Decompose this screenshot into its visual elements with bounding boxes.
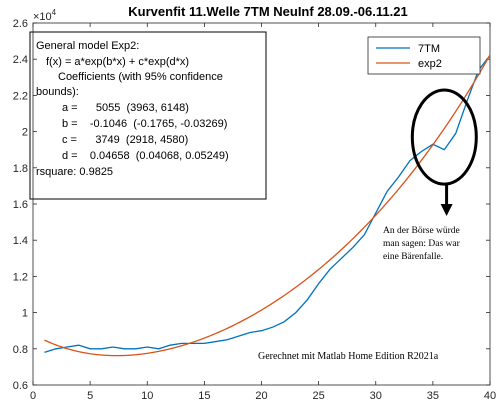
y-tick-label: 1.6 bbox=[13, 199, 28, 211]
fit-line-9: rsquare: 0.9825 bbox=[36, 166, 113, 178]
arrow-head bbox=[440, 204, 453, 217]
y-exponent-power: 4 bbox=[52, 8, 57, 17]
x-tick-label: 25 bbox=[313, 390, 325, 402]
y-tick-label: 1 bbox=[22, 308, 28, 320]
note-line-2: man sagen: Das war bbox=[383, 239, 461, 249]
x-tick-label: 10 bbox=[141, 390, 153, 402]
legend: 7TM exp2 bbox=[367, 36, 481, 75]
y-tick-label: 2.4 bbox=[13, 54, 28, 66]
plot-area: 0 5 10 15 20 25 30 35 40 0.6 0.8 1 1.2 1.4 1.6 1.8 2 2.2 2… bbox=[13, 18, 496, 402]
note-line-1: An der Börse würde bbox=[383, 226, 460, 236]
footer-note: Gerechnet mit Matlab Home Edition R2021a bbox=[258, 351, 439, 362]
fit-line-1: General model Exp2: bbox=[36, 40, 139, 52]
y-exponent-label: ×104 bbox=[33, 8, 57, 23]
y-tick-label: 1.4 bbox=[13, 235, 28, 247]
fit-line-5: a = 5055 (3963, 6148) bbox=[62, 102, 189, 114]
x-tick-label: 20 bbox=[255, 390, 267, 402]
legend-label-exp2: exp2 bbox=[418, 58, 442, 70]
series-exp2-line bbox=[44, 54, 491, 357]
fit-line-3: Coefficients (with 95% confidence bbox=[58, 71, 223, 83]
annotations bbox=[410, 88, 478, 217]
note-text: An der Börse würde man sagen: Das war ei… bbox=[383, 226, 461, 262]
fit-results-box: General model Exp2: f(x) = a*exp(b*x) + c… bbox=[29, 31, 267, 200]
legend-frame bbox=[367, 36, 481, 75]
legend-label-7tm: 7TM bbox=[418, 43, 440, 55]
y-tick-label: 1.8 bbox=[13, 163, 28, 175]
y-tick-label: 0.6 bbox=[13, 380, 28, 392]
y-tick-label: 2 bbox=[22, 127, 28, 139]
fit-line-4: bounds): bbox=[36, 86, 79, 98]
fit-results-frame bbox=[29, 31, 267, 200]
y-tick-label: 2.2 bbox=[13, 90, 28, 102]
highlight-circle bbox=[410, 88, 478, 186]
y-tick-label: 2.6 bbox=[13, 18, 28, 30]
y-exponent-base: ×10 bbox=[33, 11, 52, 23]
note-line-3: eine Bärenfalle. bbox=[383, 251, 443, 262]
fit-line-7: c = 3749 (2918, 4580) bbox=[62, 134, 188, 146]
fit-line-6: b = -0.1046 (-0.1765, -0.03269) bbox=[62, 118, 227, 130]
y-tick-label: 1.2 bbox=[13, 271, 28, 283]
x-tick-label: 30 bbox=[370, 390, 382, 402]
x-tick-label: 5 bbox=[87, 390, 93, 402]
x-tick-label: 0 bbox=[30, 390, 36, 402]
fit-line-2: f(x) = a*exp(b*x) + c*exp(d*x) bbox=[46, 56, 189, 68]
fit-line-8: d = 0.04658 (0.04068, 0.05249) bbox=[62, 150, 229, 162]
x-tick-label: 40 bbox=[484, 390, 496, 402]
y-tick-label: 0.8 bbox=[13, 344, 28, 356]
x-tick-label: 35 bbox=[427, 390, 439, 402]
x-tick-label: 15 bbox=[198, 390, 210, 402]
chart-title: Kurvenfit 11.Welle 7TM NeuInf 28.09.-06.… bbox=[128, 4, 407, 19]
